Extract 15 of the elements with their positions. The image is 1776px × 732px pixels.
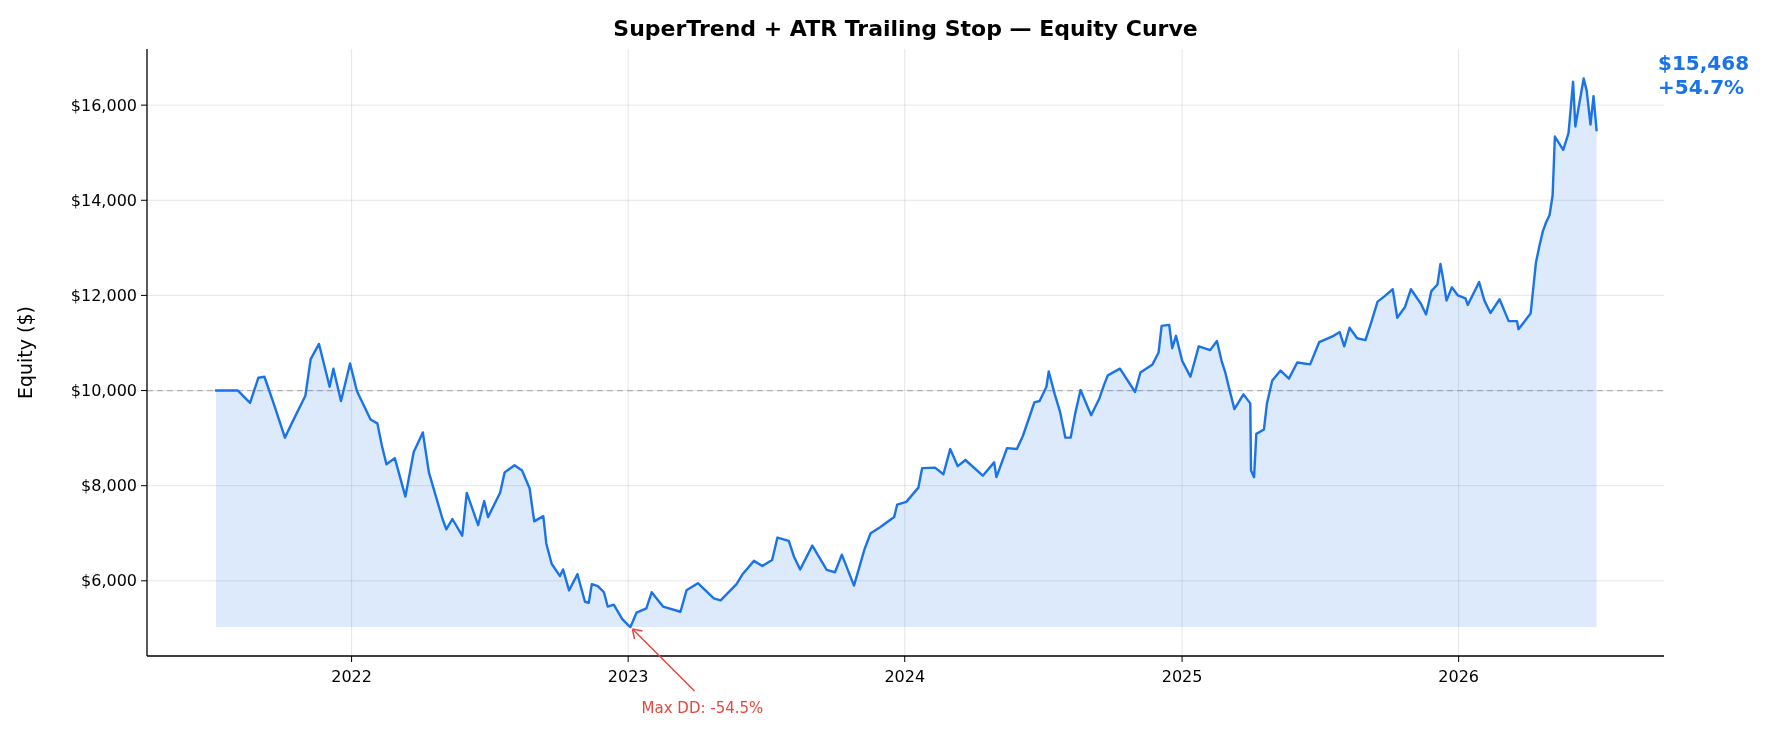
x-tick-label: 2022	[331, 667, 372, 686]
x-tick-label: 2024	[884, 667, 926, 686]
y-tick-label: $8,000	[81, 476, 137, 496]
x-tick-label: 2023	[607, 667, 649, 686]
x-tick-label: 2025	[1161, 667, 1203, 686]
y-tick-label: $12,000	[70, 286, 137, 306]
y-tick-label: $16,000	[70, 95, 137, 115]
annotation: Max DD: -54.5%	[641, 698, 764, 717]
annotation: $15,468 +54.7%	[1658, 51, 1750, 99]
y-tick-label: $6,000	[81, 571, 137, 591]
y-tick-label: $14,000	[70, 190, 137, 210]
x-tick-label: 2026	[1438, 667, 1480, 686]
chart-title: SuperTrend + ATR Trailing Stop — Equity Curve	[613, 16, 1198, 41]
y-tick-label: $10,000	[70, 381, 137, 401]
y-axis-title: Equity ($)	[14, 305, 36, 400]
